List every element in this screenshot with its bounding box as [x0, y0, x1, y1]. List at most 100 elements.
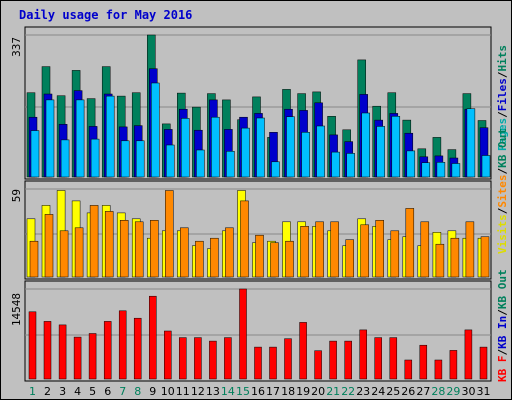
bar-kb-f [28, 311, 37, 380]
x-tick-label: 6 [104, 385, 111, 398]
bar-kb-f [464, 329, 473, 380]
bar-pages [226, 151, 235, 178]
bar-pages [135, 140, 145, 178]
bar-sites [165, 190, 174, 278]
x-tick-label: 26 [401, 385, 415, 398]
bar-pages [391, 116, 401, 178]
bar-kb-f [133, 317, 142, 380]
bar-sites [270, 242, 279, 278]
x-tick-label: 31 [477, 385, 491, 398]
x-tick-label: 16 [251, 385, 265, 398]
x-tick-label: 14 [221, 385, 235, 398]
bar-kb-f [103, 321, 112, 380]
legend-item: Hits [496, 45, 509, 72]
bar-kb-f [43, 321, 52, 380]
x-tick-label: 10 [161, 385, 175, 398]
bar-sites [225, 227, 234, 278]
bar-kb-f [254, 346, 262, 380]
bar-sites [29, 240, 39, 278]
bar-sites [285, 240, 294, 278]
y-tick-middle: 59 [10, 189, 23, 202]
bar-kb-f [299, 322, 307, 380]
bar-sites [195, 240, 204, 278]
bar-sites [465, 221, 475, 278]
bar-sites [300, 226, 309, 278]
bar-pages [466, 108, 476, 178]
x-tick-label: 17 [266, 385, 280, 398]
bar-sites [134, 221, 144, 278]
bar-sites [315, 221, 324, 278]
bar-sites [435, 243, 445, 278]
bar-kb-f [314, 350, 322, 380]
bar-kb-f [284, 338, 292, 380]
x-tick-label: 27 [416, 385, 430, 398]
x-tick-label: 2 [44, 385, 51, 398]
x-tick-label: 15 [236, 385, 250, 398]
bar-pages [301, 132, 310, 178]
legend-item: KB Out [496, 269, 509, 309]
bar-pages [451, 163, 461, 178]
bar-kb-f [164, 330, 172, 380]
bar-pages [481, 155, 491, 178]
bar-kb-f [359, 329, 367, 380]
bar-pages [421, 162, 431, 178]
legend-middle: Visits/Sites/KB Out [496, 128, 509, 254]
x-tick-label: 30 [462, 385, 476, 398]
legend-item: KB F [496, 356, 509, 383]
bar-kb-f [269, 346, 277, 380]
y-tick-top: 337 [10, 37, 23, 57]
bar-kb-f [449, 350, 458, 380]
legend-item: / [496, 71, 509, 78]
bar-kb-f [479, 346, 488, 380]
x-tick-label: 18 [281, 385, 295, 398]
x-tick-label: 23 [356, 385, 370, 398]
bar-kb-f [329, 340, 337, 380]
x-tick-label: 3 [59, 385, 66, 398]
bar-sites [330, 221, 339, 278]
bar-pages [120, 140, 130, 178]
bar-kb-f [404, 359, 413, 380]
x-tick-label: 21 [326, 385, 340, 398]
legend-item: KB In [496, 316, 509, 349]
legend-item: / [496, 349, 509, 356]
bar-kb-f [389, 337, 398, 380]
bar-kb-f [58, 324, 67, 380]
bar-pages [331, 151, 340, 178]
legend-top: Pages/Files/Hits [496, 45, 509, 151]
bar-sites [255, 234, 264, 278]
legend-item: / [496, 309, 509, 316]
bar-sites [480, 236, 490, 278]
bar-pages [286, 116, 295, 178]
bar-sites [390, 230, 400, 278]
legend-item: Visits [496, 214, 509, 254]
legend-item: Pages [496, 118, 509, 151]
bar-kb-f [179, 337, 187, 380]
bar-sites [44, 214, 54, 278]
bar-pages [271, 161, 280, 178]
y-tick-bottom: 14548 [10, 293, 23, 326]
bar-kb-f [419, 344, 428, 380]
bar-pages [316, 125, 325, 178]
bar-pages [376, 126, 385, 178]
legend-item: / [496, 111, 509, 118]
legend-item: / [496, 168, 509, 175]
x-tick-label: 7 [119, 385, 126, 398]
bar-sites [104, 211, 114, 278]
bar-pages [436, 162, 446, 178]
legend-item: KB Out [496, 128, 509, 168]
bar-sites [119, 220, 129, 278]
bar-pages [196, 149, 205, 178]
bar-kb-f [434, 359, 443, 380]
x-tick-label: 4 [74, 385, 81, 398]
x-tick-label: 25 [386, 385, 400, 398]
bar-kb-f [149, 295, 157, 380]
bar-pages [256, 117, 265, 178]
bar-sites [150, 220, 159, 278]
bar-kb-f [194, 337, 202, 380]
bar-pages [181, 118, 190, 178]
bar-sites [345, 239, 354, 278]
x-tick-label: 22 [341, 385, 355, 398]
bar-sites [450, 237, 460, 278]
